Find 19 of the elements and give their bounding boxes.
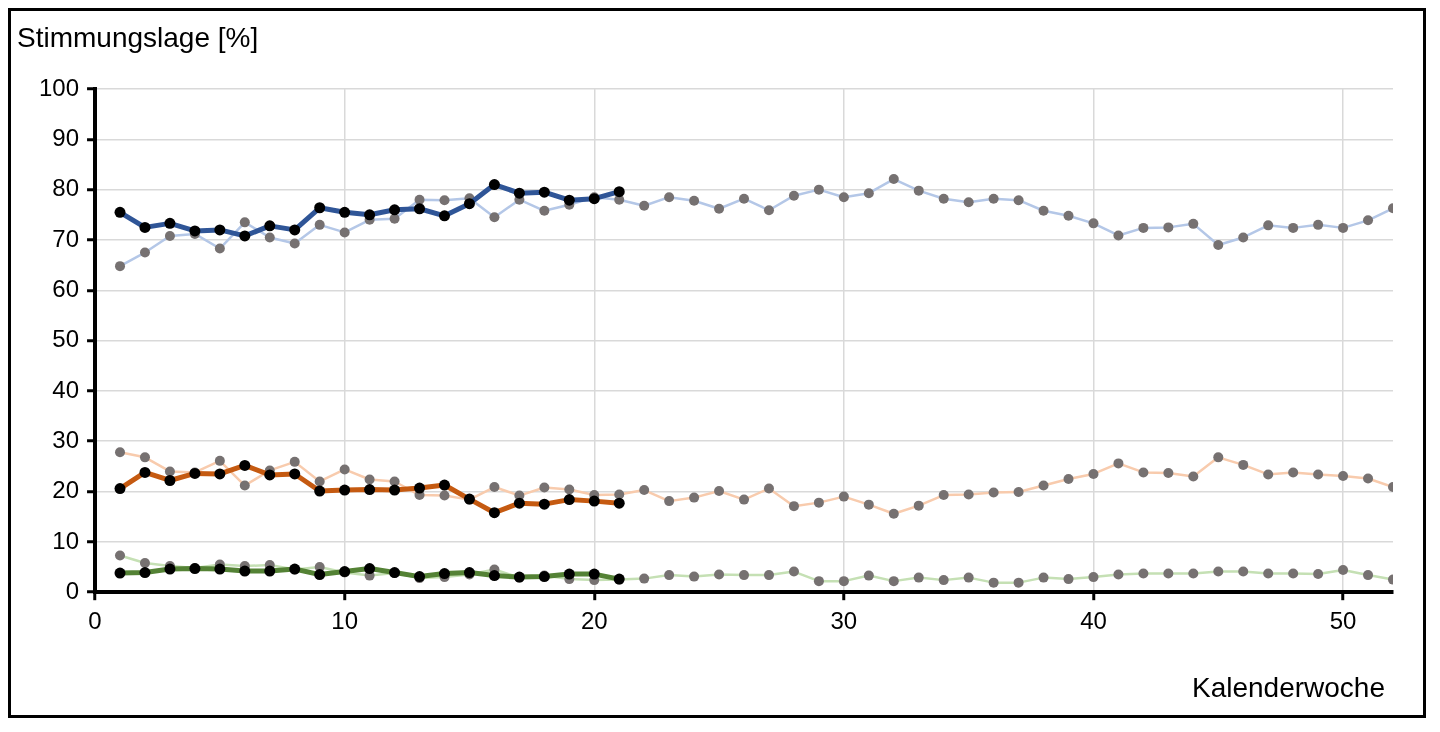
y-tick-label: 0	[65, 576, 80, 604]
y-axis-title: Stimmungslage [%]	[17, 22, 259, 53]
y-tick-label: 20	[52, 476, 80, 504]
y-tick-label: 10	[52, 526, 80, 554]
y-tick-label: 30	[52, 425, 80, 453]
y-tick-label: 40	[52, 375, 80, 403]
x-tick-label: 50	[1329, 607, 1357, 635]
x-axis-title: Kalenderwoche	[1191, 672, 1385, 703]
x-tick-label: 30	[830, 607, 858, 635]
y-tick-label: 100	[39, 73, 80, 101]
y-tick-label: 90	[52, 123, 80, 151]
y-tick-label: 60	[52, 274, 80, 302]
y-tick-label: 70	[52, 224, 80, 252]
y-tick-label: 50	[52, 325, 80, 353]
y-tick-label: 80	[52, 174, 80, 202]
x-tick-label: 10	[331, 607, 358, 635]
x-tick-label: 0	[88, 607, 102, 635]
x-tick-label: 20	[580, 607, 608, 635]
x-tick-label: 40	[1080, 607, 1107, 635]
